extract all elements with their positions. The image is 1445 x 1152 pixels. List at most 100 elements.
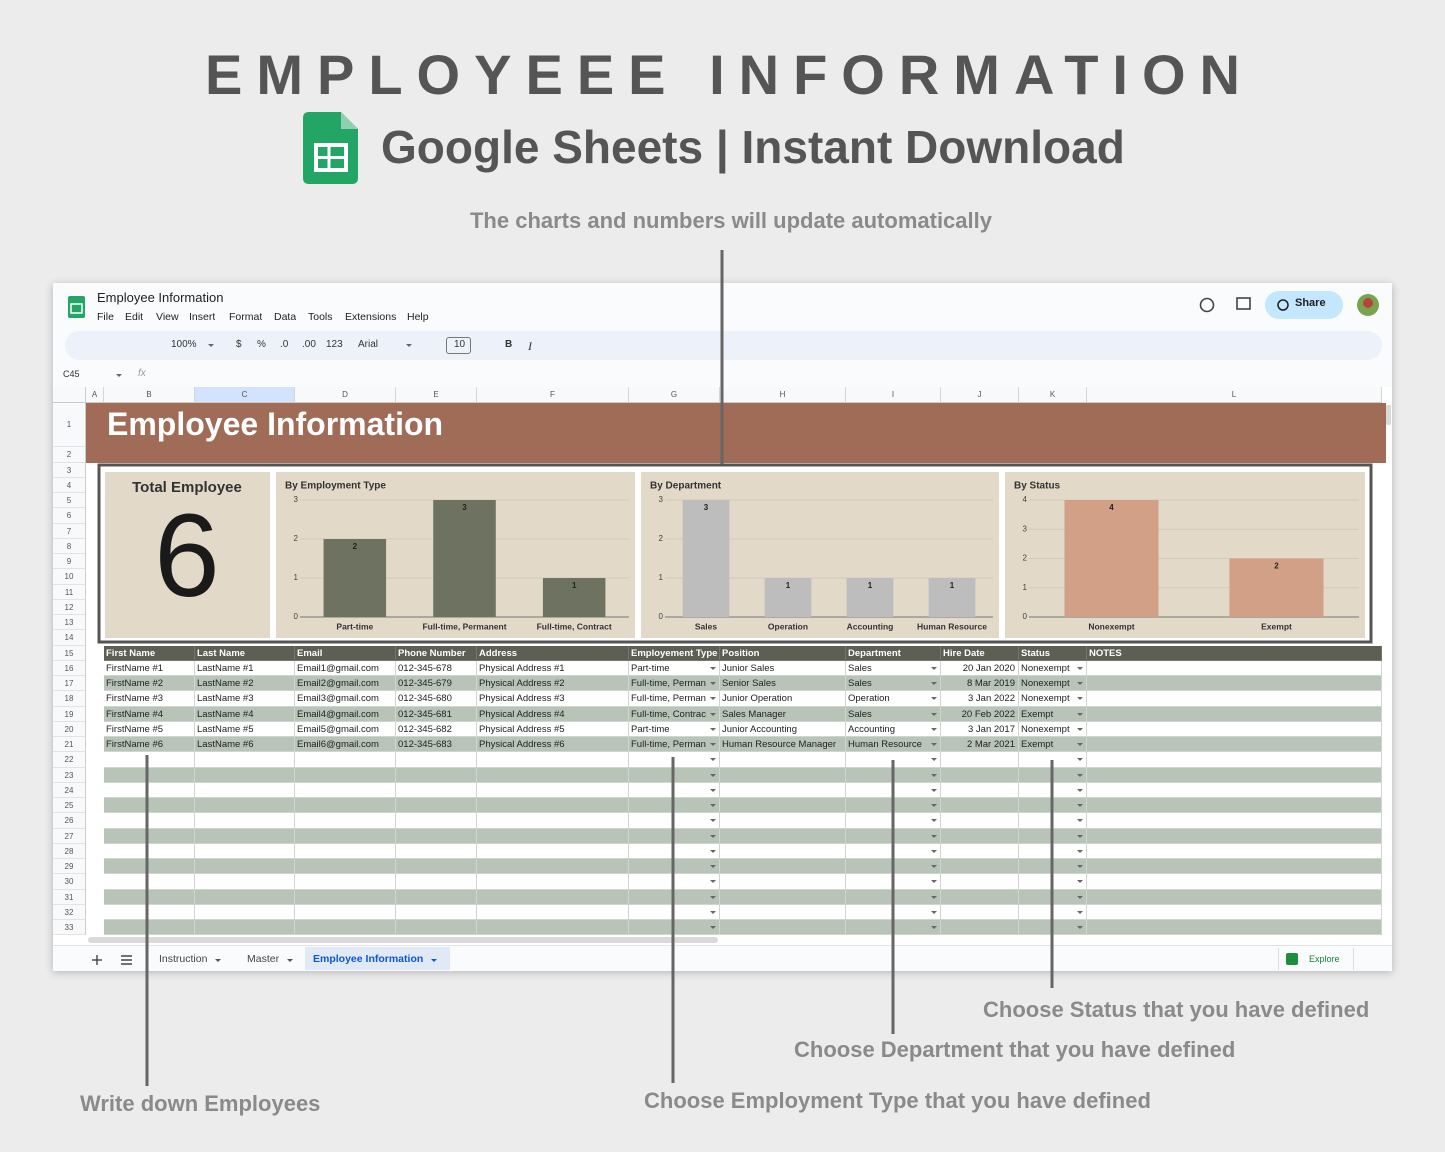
- table-cell[interactable]: [396, 889, 477, 905]
- table-cell[interactable]: [720, 767, 846, 783]
- table-cell[interactable]: [720, 889, 846, 905]
- table-cell[interactable]: [295, 767, 396, 783]
- table-cell[interactable]: [720, 843, 846, 860]
- dropdown-caret[interactable]: [710, 682, 716, 686]
- dropdown-caret[interactable]: [1077, 834, 1083, 838]
- menu-item[interactable]: File: [97, 311, 114, 323]
- table-cell[interactable]: Email1@gmail.com: [295, 660, 396, 677]
- table-cell[interactable]: [629, 904, 720, 921]
- sheet-tab[interactable]: Employee Information: [313, 953, 424, 965]
- table-cell[interactable]: Junior Accounting: [720, 721, 846, 738]
- table-cell[interactable]: [477, 920, 629, 936]
- toolbar-item[interactable]: 123: [326, 339, 343, 350]
- table-cell[interactable]: FirstName #2: [104, 676, 195, 692]
- table-cell[interactable]: Part-time: [629, 721, 720, 738]
- doc-title[interactable]: Employee Information: [97, 290, 224, 305]
- table-cell[interactable]: [104, 859, 195, 875]
- table-cell[interactable]: [629, 767, 720, 783]
- table-cell[interactable]: 3 Jan 2022: [941, 691, 1019, 707]
- toolbar-item[interactable]: .00: [302, 339, 316, 350]
- dropdown-caret[interactable]: [1077, 819, 1083, 823]
- dropdown-caret[interactable]: [931, 849, 937, 853]
- table-cell[interactable]: [396, 843, 477, 860]
- dropdown-caret[interactable]: [710, 666, 716, 670]
- table-cell[interactable]: [477, 904, 629, 921]
- table-cell[interactable]: [396, 767, 477, 783]
- dropdown-caret[interactable]: [1077, 758, 1083, 762]
- dropdown-caret[interactable]: [710, 880, 716, 884]
- table-cell[interactable]: [195, 843, 295, 860]
- table-cell[interactable]: Exempt: [1019, 737, 1087, 753]
- menu-item[interactable]: Extensions: [345, 311, 397, 323]
- table-cell[interactable]: 012-345-680: [396, 691, 477, 707]
- table-cell[interactable]: [1087, 782, 1382, 799]
- table-cell[interactable]: [846, 767, 941, 783]
- dropdown-caret[interactable]: [931, 666, 937, 670]
- dropdown-caret[interactable]: [710, 758, 716, 762]
- dropdown-caret[interactable]: [1077, 926, 1083, 930]
- table-cell[interactable]: [846, 828, 941, 844]
- table-cell[interactable]: [396, 904, 477, 921]
- table-cell[interactable]: [846, 752, 941, 768]
- table-cell[interactable]: FirstName #1: [104, 660, 195, 677]
- table-cell[interactable]: [195, 752, 295, 768]
- table-cell[interactable]: [941, 752, 1019, 768]
- table-cell[interactable]: Physical Address #3: [477, 691, 629, 707]
- dropdown-caret[interactable]: [931, 880, 937, 884]
- dropdown-caret[interactable]: [931, 926, 937, 930]
- table-cell[interactable]: [396, 798, 477, 814]
- table-cell[interactable]: Part-time: [629, 660, 720, 677]
- table-cell[interactable]: [195, 813, 295, 829]
- table-cell[interactable]: [477, 874, 629, 890]
- table-cell[interactable]: [477, 889, 629, 905]
- table-cell[interactable]: Email3@gmail.com: [295, 691, 396, 707]
- table-cell[interactable]: FirstName #4: [104, 706, 195, 722]
- table-cell[interactable]: [629, 813, 720, 829]
- table-cell[interactable]: [1087, 752, 1382, 768]
- table-cell[interactable]: [1087, 737, 1382, 753]
- table-cell[interactable]: [396, 752, 477, 768]
- table-cell[interactable]: Email4@gmail.com: [295, 706, 396, 722]
- table-cell[interactable]: [195, 767, 295, 783]
- table-cell[interactable]: [104, 813, 195, 829]
- table-cell[interactable]: [195, 904, 295, 921]
- table-cell[interactable]: [195, 920, 295, 936]
- table-cell[interactable]: Human Resource: [846, 737, 941, 753]
- dropdown-caret[interactable]: [1077, 697, 1083, 701]
- table-cell[interactable]: [477, 813, 629, 829]
- dropdown-caret[interactable]: [1077, 895, 1083, 899]
- table-cell[interactable]: Email2@gmail.com: [295, 676, 396, 692]
- table-cell[interactable]: Email5@gmail.com: [295, 721, 396, 738]
- table-cell[interactable]: [1087, 904, 1382, 921]
- table-cell[interactable]: [295, 874, 396, 890]
- dropdown-caret[interactable]: [1077, 682, 1083, 686]
- table-cell[interactable]: [195, 874, 295, 890]
- table-cell[interactable]: Accounting: [846, 721, 941, 738]
- table-cell[interactable]: 012-345-679: [396, 676, 477, 692]
- table-cell[interactable]: LastName #3: [195, 691, 295, 707]
- dropdown-caret[interactable]: [1077, 666, 1083, 670]
- table-cell[interactable]: [295, 920, 396, 936]
- table-cell[interactable]: LastName #4: [195, 706, 295, 722]
- table-cell[interactable]: [295, 889, 396, 905]
- table-cell[interactable]: [477, 782, 629, 799]
- table-cell[interactable]: 20 Feb 2022: [941, 706, 1019, 722]
- table-cell[interactable]: 3 Jan 2017: [941, 721, 1019, 738]
- dropdown-caret[interactable]: [287, 959, 293, 962]
- table-cell[interactable]: [104, 843, 195, 860]
- table-cell[interactable]: 2 Mar 2021: [941, 737, 1019, 753]
- table-cell[interactable]: [720, 782, 846, 799]
- table-cell[interactable]: 012-345-681: [396, 706, 477, 722]
- table-cell[interactable]: LastName #5: [195, 721, 295, 738]
- table-cell[interactable]: [195, 828, 295, 844]
- dropdown-caret[interactable]: [710, 773, 716, 777]
- dropdown-caret[interactable]: [406, 344, 412, 347]
- table-cell[interactable]: [846, 813, 941, 829]
- table-cell[interactable]: Full-time, Perman: [629, 676, 720, 692]
- toolbar-item[interactable]: 100%: [171, 339, 197, 350]
- table-cell[interactable]: FirstName #5: [104, 721, 195, 738]
- dropdown-caret[interactable]: [931, 773, 937, 777]
- table-cell[interactable]: Exempt: [1019, 706, 1087, 722]
- table-cell[interactable]: Full-time, Contrac: [629, 706, 720, 722]
- menu-item[interactable]: Format: [229, 311, 263, 323]
